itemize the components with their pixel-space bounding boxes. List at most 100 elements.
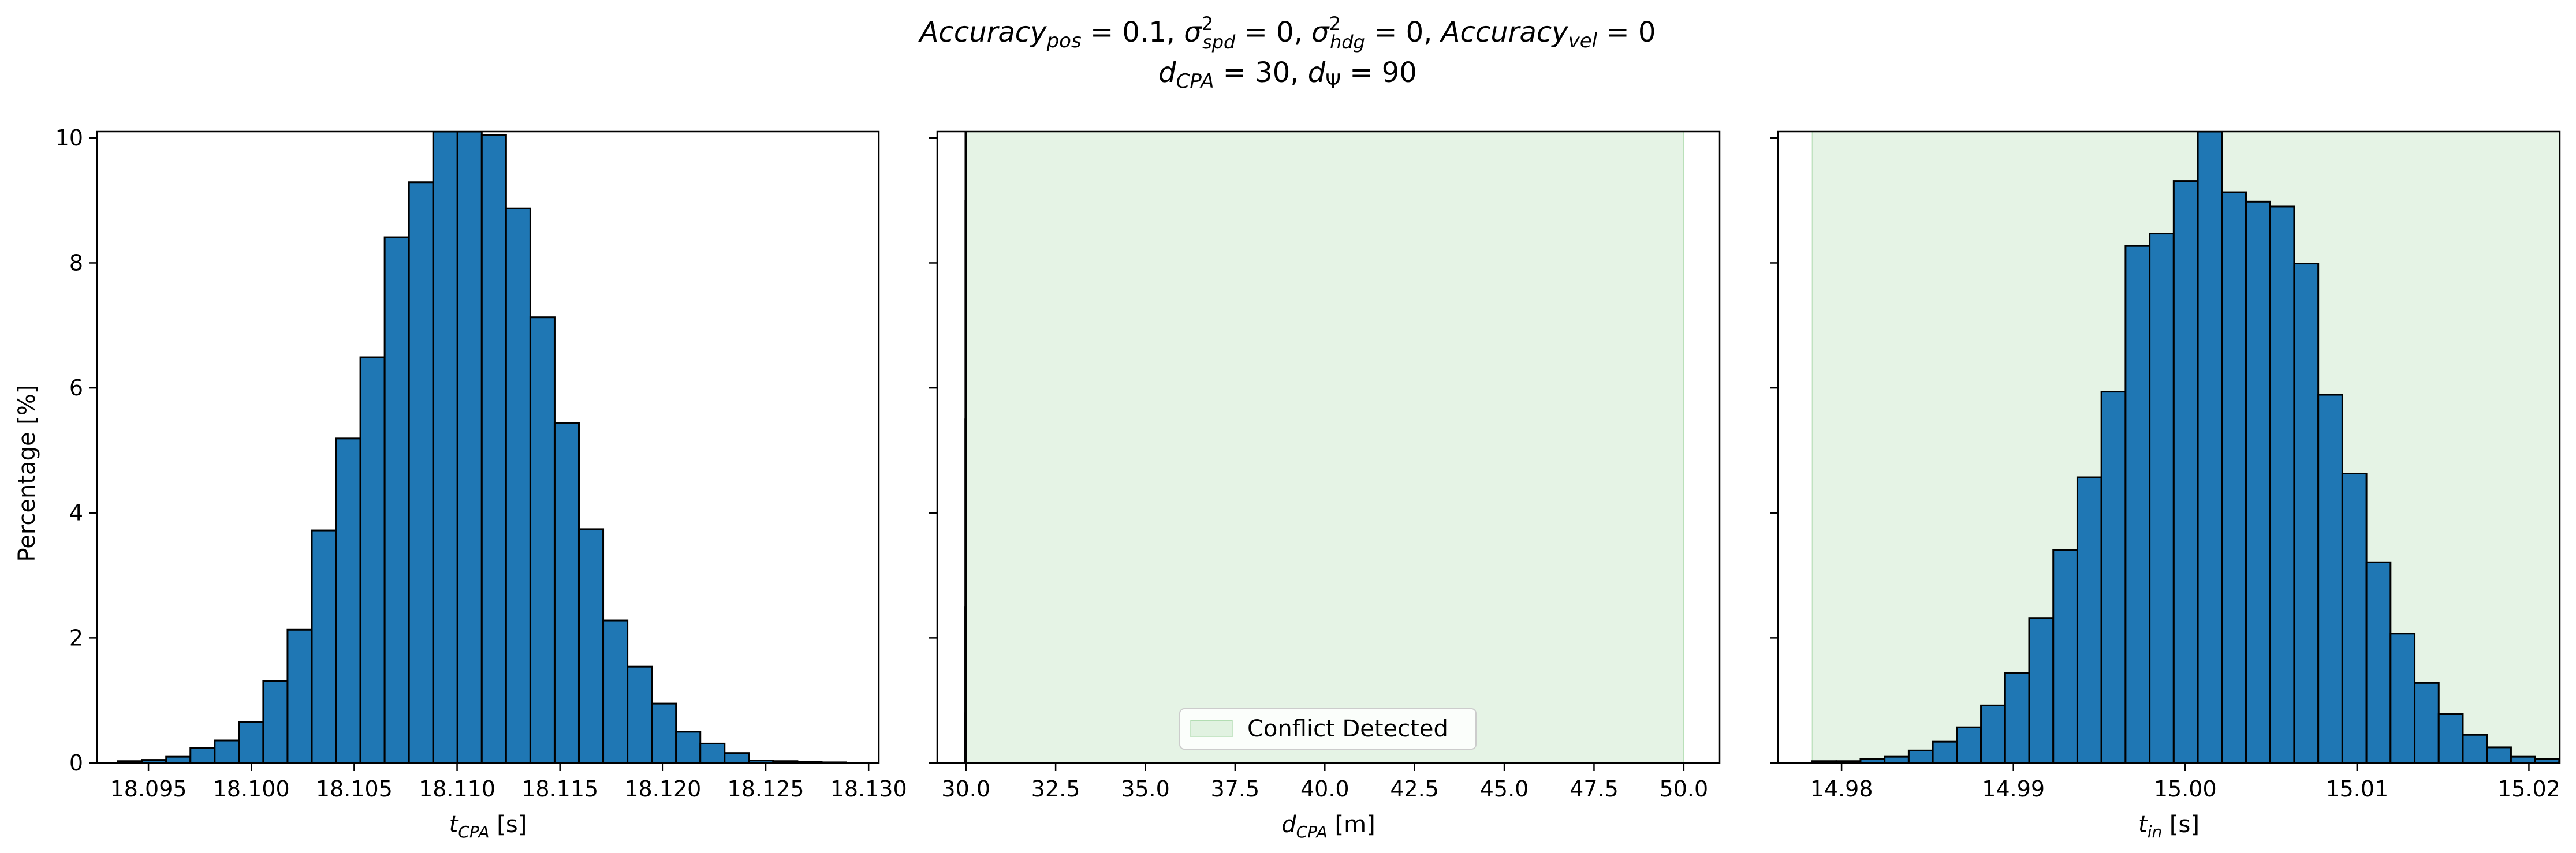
histogram-bar: [699, 742, 726, 763]
title-part: = 30,: [1214, 57, 1307, 89]
histogram-bar: [1907, 749, 1934, 763]
y-tick-label: 2: [69, 625, 83, 650]
x-tick-label: 18.125: [728, 776, 804, 802]
panel-t-in: 14.98 14.99 15.00 15.01 15.02 tin [s]: [1770, 130, 2561, 841]
conflict-region: [965, 132, 1684, 763]
histogram-bar: [335, 437, 361, 763]
histogram-bar: [602, 619, 629, 763]
title-part: hdg: [1330, 31, 1365, 53]
x-tick-label: 18.100: [213, 776, 290, 802]
histogram-bar: [2221, 191, 2247, 763]
histogram-bar: [965, 712, 967, 763]
x-axis-label: tin [s]: [2138, 811, 2200, 841]
histogram-bar: [553, 422, 580, 763]
legend-swatch: [1190, 720, 1233, 737]
x-tick-label: 45.0: [1480, 776, 1529, 802]
histogram-bar: [651, 702, 677, 763]
histogram-bar: [965, 750, 967, 763]
figure-title-line-2: dCPA = 30, dΨ = 90: [1158, 57, 1417, 93]
title-part: CPA: [1176, 70, 1214, 93]
x-axis-label-sub: CPA: [1296, 822, 1328, 841]
histogram-bar: [724, 752, 750, 763]
title-part: = 90: [1341, 57, 1417, 89]
x-tick-label: 35.0: [1121, 776, 1170, 802]
x-tick-label: 40.0: [1300, 776, 1349, 802]
histogram-bar: [238, 721, 264, 763]
x-tick-label: 37.5: [1211, 776, 1260, 802]
title-part: = 0: [1597, 16, 1656, 48]
legend-label: Conflict Detected: [1247, 716, 1448, 742]
histogram-bar: [383, 236, 410, 763]
histogram-bar: [1980, 704, 2006, 763]
x-tick-label: 14.99: [1982, 776, 2045, 802]
histogram-bar: [2124, 245, 2151, 763]
histogram-bar: [2293, 263, 2320, 763]
x-axis-label: tCPA [s]: [449, 811, 527, 841]
title-part: = 0.1,: [1082, 16, 1184, 48]
x-axis-label-main: t: [449, 811, 459, 838]
x-axis-label-sub: CPA: [458, 822, 489, 841]
x-tick-label: 15.02: [2497, 776, 2560, 802]
histogram-bar: [2100, 391, 2127, 763]
x-tick-label: 18.130: [830, 776, 907, 802]
histogram-bar: [359, 356, 386, 763]
histogram-bar: [627, 665, 653, 763]
histogram-bar: [2172, 180, 2199, 763]
histogram-bar: [2510, 755, 2536, 763]
histogram-bar: [189, 747, 216, 763]
histogram-bar: [214, 739, 240, 763]
y-tick-label: 6: [69, 375, 83, 401]
y-tick-label: 0: [69, 750, 83, 776]
histogram-bar: [2486, 746, 2512, 763]
histogram-bar: [2197, 132, 2223, 763]
histogram-bar: [2028, 617, 2055, 763]
figure-title-line-1: Accuracypos = 0.1, σ2 spd = 0, σ2 hdg = 0,…: [918, 13, 1656, 53]
axes-frame: [1777, 130, 2561, 764]
histogram-bar: [965, 418, 967, 763]
histogram-bar: [311, 529, 337, 763]
histogram-bar: [480, 134, 507, 763]
histogram-bar: [262, 680, 289, 763]
title-part: spd: [1202, 31, 1236, 53]
histogram-bar: [456, 132, 483, 763]
histogram-bar: [2245, 200, 2271, 763]
x-tick-label: 50.0: [1660, 776, 1709, 802]
histogram-bar: [505, 207, 531, 763]
title-part: d: [1158, 57, 1176, 89]
title-part: Accuracy: [1440, 16, 1569, 48]
panel-d-cpa: 30.0 32.5 35.0 37.5 40.0 42.5 45.0 47.5 50.0 dCPA…: [929, 130, 1721, 841]
axes-frame: [936, 130, 1721, 764]
histogram-bar: [1932, 740, 1958, 763]
histogram-bar: [408, 181, 434, 763]
title-part: Accuracy: [918, 16, 1047, 48]
histogram-bar: [2052, 549, 2078, 763]
histogram-bar: [2462, 734, 2488, 763]
title-part: pos: [1046, 29, 1082, 53]
histogram-bar: [2149, 233, 2175, 763]
title-part: d: [1308, 57, 1326, 89]
x-axis-label-main: t: [2138, 811, 2148, 838]
histogram-bar: [1956, 726, 1982, 763]
y-tick-label: 8: [69, 250, 83, 275]
title-part: 2: [1329, 13, 1341, 35]
y-tick-label: 4: [69, 500, 83, 526]
x-tick-label: 15.00: [2154, 776, 2217, 802]
histogram-bar: [2558, 761, 2560, 763]
title-part: 2: [1202, 13, 1213, 35]
title-part: = 0,: [1365, 16, 1441, 48]
title-part: vel: [1568, 29, 1598, 53]
x-tick-label: 18.120: [624, 776, 701, 802]
histogram-bar: [529, 316, 556, 763]
histogram-bar: [2365, 561, 2392, 763]
title-part: Ψ: [1325, 70, 1341, 93]
x-tick-label: 18.095: [110, 776, 187, 802]
histogram-bar: [2341, 472, 2368, 763]
legend: Conflict Detected: [1179, 708, 1477, 750]
x-axis-label-main: d: [1281, 811, 1296, 838]
x-tick-label: 30.0: [941, 776, 990, 802]
histogram-bar: [2437, 713, 2464, 763]
x-axis-label-unit: [m]: [1328, 811, 1375, 838]
histogram-bar: [2317, 394, 2343, 763]
title-part: = 0,: [1235, 16, 1311, 48]
title-part: σ: [1184, 16, 1202, 48]
